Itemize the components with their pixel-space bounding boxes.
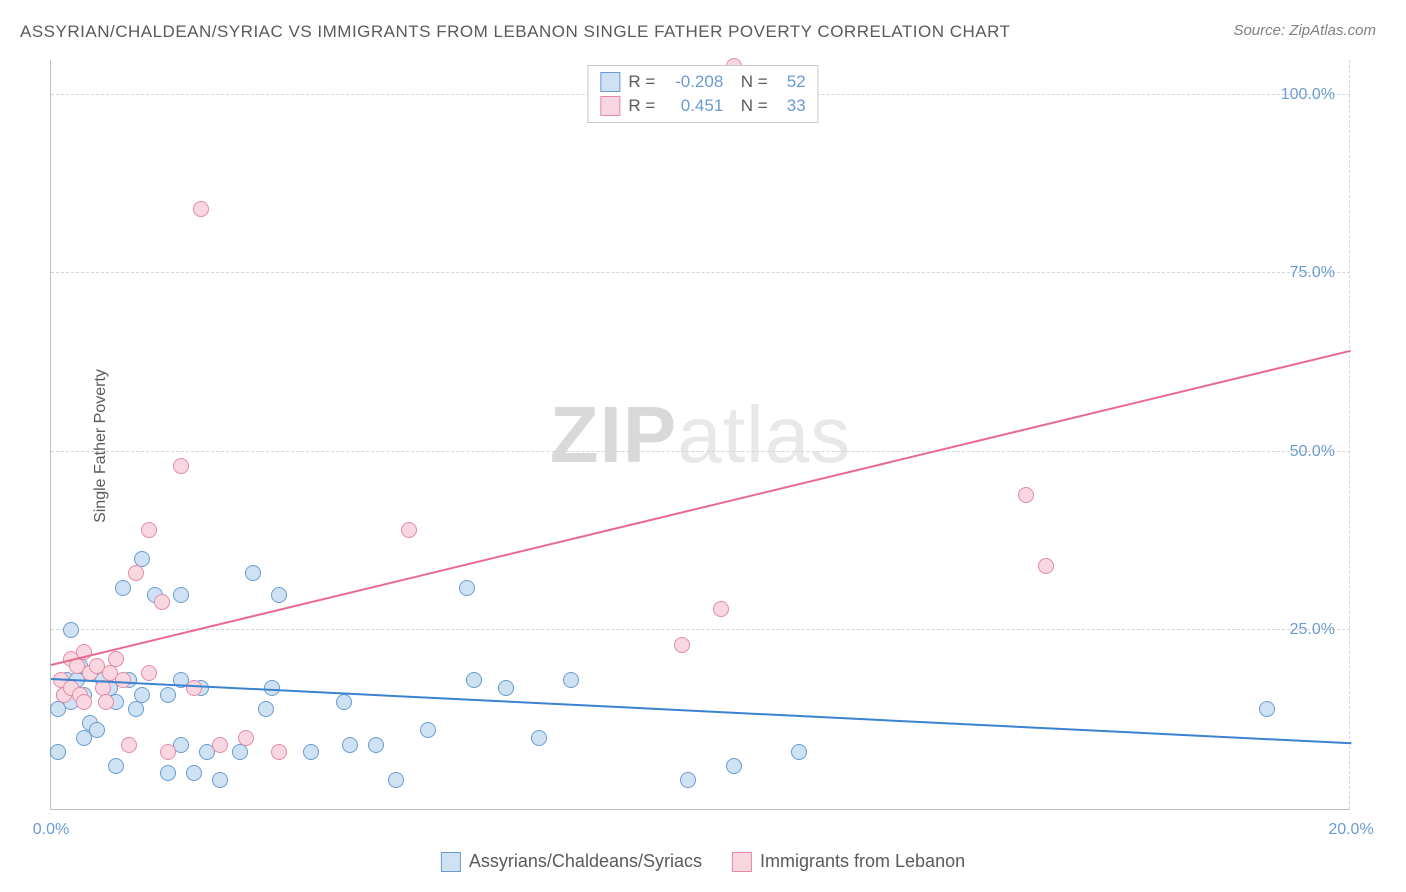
swatch-assyrian-bottom (441, 852, 461, 872)
legend-n-label: N = (731, 70, 767, 94)
x-tick-label: 0.0% (33, 821, 69, 839)
scatter-point-lebanon (108, 651, 124, 667)
y-tick-label: 75.0% (1290, 264, 1335, 282)
scatter-point-assyrian (791, 744, 807, 760)
x-tick-label: 20.0% (1328, 821, 1373, 839)
scatter-point-assyrian (134, 687, 150, 703)
scatter-point-lebanon (128, 565, 144, 581)
legend-item-lebanon: Immigrants from Lebanon (732, 851, 965, 872)
scatter-point-assyrian (459, 580, 475, 596)
scatter-point-assyrian (680, 772, 696, 788)
scatter-point-assyrian (212, 772, 228, 788)
scatter-point-assyrian (173, 587, 189, 603)
scatter-point-lebanon (186, 680, 202, 696)
scatter-point-assyrian (108, 758, 124, 774)
scatter-point-assyrian (63, 622, 79, 638)
scatter-point-assyrian (498, 680, 514, 696)
scatter-point-assyrian (1259, 701, 1275, 717)
legend-r-value-assyrian: -0.208 (663, 70, 723, 94)
scatter-point-assyrian (466, 672, 482, 688)
gridline-h (51, 272, 1350, 273)
scatter-point-assyrian (342, 737, 358, 753)
scatter-point-lebanon (212, 737, 228, 753)
plot-area: ZIPatlas 25.0%50.0%75.0%100.0%0.0%20.0% (50, 60, 1350, 810)
scatter-point-lebanon (141, 522, 157, 538)
watermark-zip: ZIP (550, 390, 677, 479)
y-tick-label: 100.0% (1281, 86, 1335, 104)
scatter-point-lebanon (238, 730, 254, 746)
scatter-point-assyrian (128, 701, 144, 717)
scatter-point-lebanon (1018, 487, 1034, 503)
gridline-h (51, 451, 1350, 452)
swatch-lebanon (600, 96, 620, 116)
scatter-point-assyrian (258, 701, 274, 717)
scatter-point-assyrian (160, 687, 176, 703)
legend-item-assyrian: Assyrians/Chaldeans/Syriacs (441, 851, 702, 872)
legend-r-label: R = (628, 94, 655, 118)
watermark: ZIPatlas (550, 389, 851, 481)
scatter-point-lebanon (154, 594, 170, 610)
scatter-point-assyrian (271, 587, 287, 603)
legend-n-value-lebanon: 33 (776, 94, 806, 118)
scatter-point-assyrian (50, 744, 66, 760)
watermark-atlas: atlas (677, 390, 851, 479)
trend-line-lebanon (51, 350, 1351, 666)
scatter-point-lebanon (193, 201, 209, 217)
scatter-point-assyrian (245, 565, 261, 581)
scatter-point-lebanon (1038, 558, 1054, 574)
legend-label-assyrian: Assyrians/Chaldeans/Syriacs (469, 851, 702, 872)
source-credit: Source: ZipAtlas.com (1233, 22, 1376, 39)
scatter-point-assyrian (336, 694, 352, 710)
scatter-point-lebanon (76, 694, 92, 710)
scatter-point-assyrian (531, 730, 547, 746)
scatter-point-lebanon (160, 744, 176, 760)
legend-row-assyrian: R = -0.208 N = 52 (600, 70, 805, 94)
scatter-point-assyrian (232, 744, 248, 760)
legend-n-label: N = (731, 94, 767, 118)
scatter-point-assyrian (303, 744, 319, 760)
scatter-point-lebanon (401, 522, 417, 538)
swatch-lebanon-bottom (732, 852, 752, 872)
legend-label-lebanon: Immigrants from Lebanon (760, 851, 965, 872)
scatter-point-assyrian (264, 680, 280, 696)
y-tick-label: 50.0% (1290, 443, 1335, 461)
legend-r-label: R = (628, 70, 655, 94)
scatter-point-lebanon (121, 737, 137, 753)
legend-r-value-lebanon: 0.451 (663, 94, 723, 118)
scatter-point-lebanon (713, 601, 729, 617)
scatter-point-lebanon (98, 694, 114, 710)
scatter-point-assyrian (115, 580, 131, 596)
chart-title: ASSYRIAN/CHALDEAN/SYRIAC VS IMMIGRANTS F… (20, 22, 1010, 42)
scatter-point-lebanon (141, 665, 157, 681)
scatter-point-assyrian (160, 765, 176, 781)
series-legend: Assyrians/Chaldeans/Syriacs Immigrants f… (441, 851, 965, 872)
y-tick-label: 25.0% (1290, 621, 1335, 639)
plot-right-border (1349, 60, 1350, 809)
correlation-legend: R = -0.208 N = 52 R = 0.451 N = 33 (587, 65, 818, 123)
legend-row-lebanon: R = 0.451 N = 33 (600, 94, 805, 118)
swatch-assyrian (600, 72, 620, 92)
gridline-h (51, 629, 1350, 630)
scatter-point-lebanon (173, 458, 189, 474)
scatter-point-assyrian (726, 758, 742, 774)
legend-n-value-assyrian: 52 (776, 70, 806, 94)
scatter-point-assyrian (368, 737, 384, 753)
scatter-point-lebanon (674, 637, 690, 653)
scatter-point-lebanon (271, 744, 287, 760)
scatter-point-assyrian (563, 672, 579, 688)
scatter-point-assyrian (186, 765, 202, 781)
scatter-point-assyrian (420, 722, 436, 738)
scatter-point-assyrian (388, 772, 404, 788)
scatter-point-assyrian (89, 722, 105, 738)
